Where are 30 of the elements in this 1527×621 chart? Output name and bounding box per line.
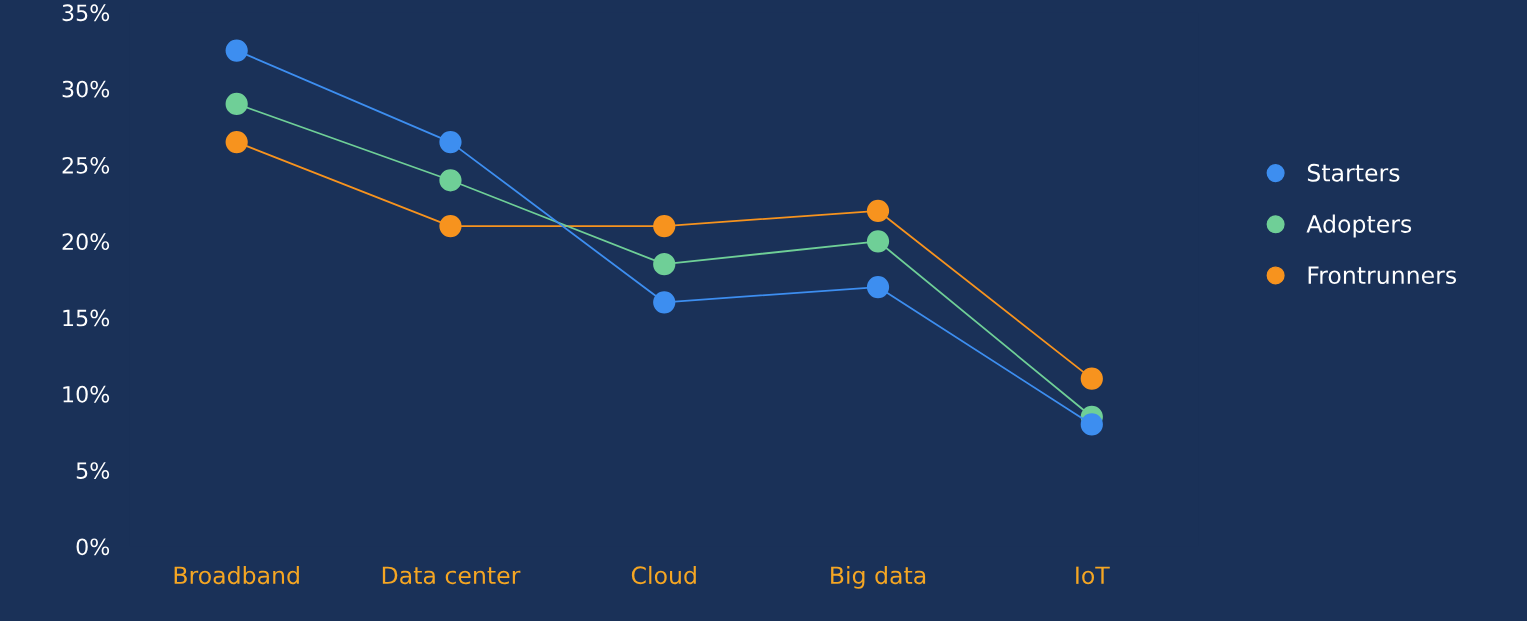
point <box>439 214 462 238</box>
point <box>866 275 890 299</box>
y-tick-label: 35% <box>62 4 110 22</box>
x-tick-label: Cloud <box>631 565 696 585</box>
y-tick-label: 30% <box>62 80 110 98</box>
y-tick-label: 20% <box>62 233 110 251</box>
legend-label: Adopters <box>1306 214 1412 238</box>
legend-label: Frontrunners <box>1308 266 1457 285</box>
x-tick-label: Broadband <box>174 565 299 585</box>
y-tick-label: 10% <box>63 385 110 403</box>
y-tick-label: 15% <box>63 309 110 327</box>
point <box>225 92 248 116</box>
point <box>653 253 676 276</box>
x-tick-label: Data center <box>382 566 521 585</box>
legend-label: Starters <box>1307 163 1400 182</box>
point <box>653 291 676 314</box>
y-tick-label: 0% <box>76 538 110 556</box>
point <box>866 230 890 253</box>
point <box>225 131 248 154</box>
point <box>225 39 248 62</box>
y-tick-label: 5% <box>76 462 110 479</box>
point <box>439 169 462 192</box>
point <box>439 131 462 154</box>
point <box>1080 367 1103 390</box>
y-tick-label: 25% <box>62 156 110 174</box>
point <box>653 214 676 238</box>
x-tick-label: IoT <box>1076 566 1110 585</box>
x-tick-label: Big data <box>831 565 926 589</box>
point <box>1080 413 1103 436</box>
point <box>866 199 890 222</box>
